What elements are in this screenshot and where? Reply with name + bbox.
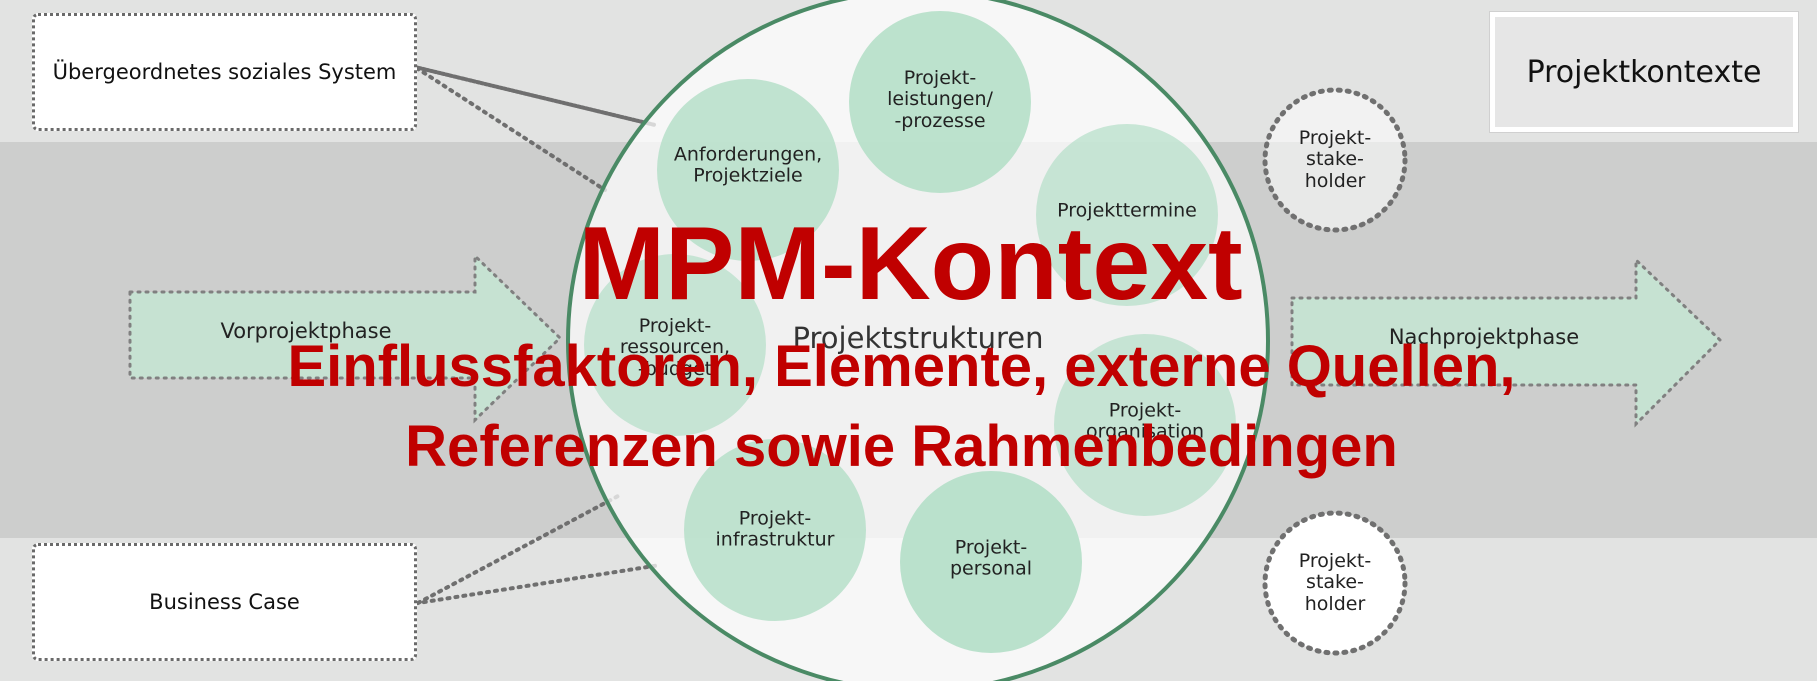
- element-ressourcen-label: Projekt-ressourcen, -budget: [619, 315, 731, 380]
- stakeholder-top-label: Projekt-stake-holder: [1298, 127, 1372, 192]
- parent-social-system-label: Übergeordnetes soziales System: [52, 60, 397, 84]
- project-contexts-label: Projektkontexte: [1526, 54, 1762, 90]
- pre-phase-arrow: [128, 252, 563, 424]
- circle-organisation: [1054, 334, 1236, 516]
- post-phase-arrow: [1290, 256, 1723, 428]
- overlay-subtitle-line-2: Referenzen sowie Rahmenbedingen: [405, 414, 1398, 479]
- circle-termine: [1036, 124, 1218, 306]
- circle-personal: [900, 471, 1082, 653]
- connector-top: [413, 65, 656, 192]
- element-personal-label: Projekt-personal: [949, 536, 1033, 580]
- stakeholder-top-circle: [1262, 87, 1408, 233]
- element-leistungen-label: Projekt-leistungen/-prozesse: [887, 67, 993, 132]
- element-infrastruktur-label: Projekt-infrastruktur: [715, 507, 835, 551]
- circle-infrastruktur: [684, 439, 866, 621]
- business-case-label: Business Case: [149, 590, 300, 614]
- element-organisation-label: Projekt-organisation: [1085, 399, 1205, 443]
- stakeholder-bottom-label: Projekt-stake-holder: [1298, 550, 1372, 615]
- element-anforderungen-label: Anforderungen, Projektziele: [673, 143, 823, 187]
- post-phase-label: Nachprojektphase: [1388, 325, 1580, 350]
- overlay-subtitle-line-1: Einflussfaktoren, Elemente, externe Quel…: [287, 334, 1516, 399]
- project-structures-label: Projektstrukturen: [792, 320, 1044, 355]
- element-termine-label: Projekttermine: [1057, 199, 1197, 222]
- connector-bottom: [416, 493, 662, 605]
- pre-phase-label: Vorprojektphase: [220, 319, 392, 344]
- project-contexts-box: Projektkontexte: [1489, 11, 1799, 133]
- business-case-box: Business Case: [32, 543, 417, 661]
- circle-leistungen: [849, 11, 1031, 193]
- stakeholder-bottom-circle: [1262, 510, 1408, 656]
- overlay-title: MPM-Kontext: [578, 206, 1243, 322]
- circle-ressourcen: [584, 254, 766, 436]
- parent-social-system-box: Übergeordnetes soziales System: [32, 13, 417, 131]
- circle-anforderungen: [657, 79, 839, 261]
